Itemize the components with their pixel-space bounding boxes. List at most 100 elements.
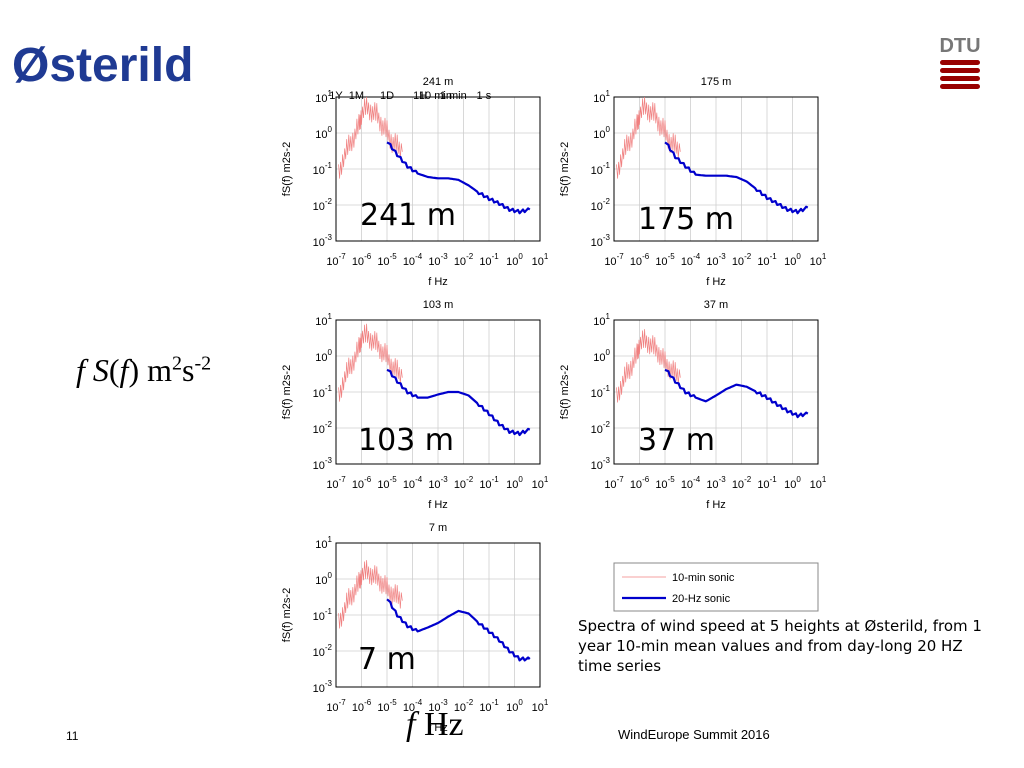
x-tick-label: 10-5 <box>377 698 397 714</box>
y-axis-label: fS(f) m2s-2 <box>559 365 571 419</box>
y-axis-label: fS(f) m2s-2 <box>559 142 571 196</box>
x-tick-label: 101 <box>810 252 827 268</box>
x-tick-label: 10-5 <box>377 252 397 268</box>
x-tick-label: 10-2 <box>454 475 474 491</box>
x-tick-label: 10-5 <box>655 252 675 268</box>
page-number: 11 <box>66 729 79 743</box>
x-tick-label: 101 <box>532 475 549 491</box>
y-tick-label: 10-1 <box>313 384 333 400</box>
series-10min-sonic <box>616 329 681 403</box>
y-tick-label: 10-3 <box>591 233 611 249</box>
x-tick-label: 10-2 <box>732 475 752 491</box>
plot-frame <box>613 319 819 465</box>
panel-height-label: 241 m <box>360 198 456 233</box>
figure-caption: Spectra of wind speed at 5 heights at Øs… <box>578 617 982 675</box>
chart-title: 241 m <box>423 76 454 88</box>
chart-title: 7 m <box>429 522 447 534</box>
x-tick-label: 10-6 <box>630 252 650 268</box>
y-tick-label: 10-3 <box>313 679 333 695</box>
y-tick-label: 10-1 <box>591 384 611 400</box>
x-tick-label: 10-1 <box>479 698 499 714</box>
chart-panel-175m: 10-7 10-6 10-5 10-4 10-3 10-2 10-1 100 101 10-3 10… <box>559 76 827 288</box>
y-tick-label: 101 <box>315 535 332 551</box>
series-20hz-sonic <box>386 598 531 662</box>
x-tick-label: 101 <box>532 252 549 268</box>
y-tick-label: 10-2 <box>591 420 611 436</box>
chart-panel-7m: 10-7 10-6 10-5 10-4 10-3 10-2 10-1 100 101 10-3 10… <box>281 522 549 734</box>
chart-title: 175 m <box>701 76 732 88</box>
panel-height-label: 175 m <box>638 202 734 237</box>
x-tick-label: 10-3 <box>706 252 726 268</box>
y-tick-label: 101 <box>593 89 610 105</box>
y-tick-label: 100 <box>315 571 332 587</box>
x-tick-label: 10-4 <box>403 698 423 714</box>
chart-title: 103 m <box>423 299 454 311</box>
time-scale-marker: 1 s <box>477 90 492 102</box>
y-tick-label: 100 <box>593 125 610 141</box>
big-x-axis-label: f Hz <box>406 706 464 743</box>
x-tick-label: 101 <box>810 475 827 491</box>
y-tick-label: 10-3 <box>313 456 333 472</box>
x-tick-label: 100 <box>784 475 801 491</box>
y-axis-label: fS(f) m2s-2 <box>281 142 293 196</box>
x-axis-label: f Hz <box>706 499 726 511</box>
y-tick-label: 10-2 <box>591 197 611 213</box>
y-tick-label: 101 <box>593 312 610 328</box>
y-tick-label: 10-3 <box>591 456 611 472</box>
x-tick-label: 10-7 <box>326 698 346 714</box>
x-tick-label: 10-4 <box>403 475 423 491</box>
legend-box <box>613 562 819 612</box>
y-tick-label: 10-1 <box>313 607 333 623</box>
chart-panel-103m: 10-7 10-6 10-5 10-4 10-3 10-2 10-1 100 101 10-3 10… <box>281 299 549 511</box>
chart-panel-241m: 10-7 10-6 10-5 10-4 10-3 10-2 10-1 100 101 10-3 10… <box>281 76 549 288</box>
x-tick-label: 100 <box>506 252 523 268</box>
x-tick-label: 101 <box>532 698 549 714</box>
y-tick-label: 10-2 <box>313 643 333 659</box>
x-tick-label: 10-6 <box>352 475 372 491</box>
x-tick-label: 10-1 <box>479 475 499 491</box>
panel-height-label: 7 m <box>358 642 416 677</box>
x-tick-label: 10-3 <box>428 475 448 491</box>
time-scale-marker: 1M <box>349 90 364 102</box>
x-tick-label: 10-6 <box>352 252 372 268</box>
x-tick-label: 10-3 <box>428 252 448 268</box>
slide-title: Østerild <box>12 39 194 92</box>
x-tick-label: 10-2 <box>732 252 752 268</box>
series-10min-sonic <box>338 96 403 179</box>
y-tick-label: 100 <box>593 348 610 364</box>
footer-text: WindEurope Summit 2016 <box>618 727 770 742</box>
y-axis-label: fS(f) m2s-2 <box>281 365 293 419</box>
x-tick-label: 10-5 <box>377 475 397 491</box>
x-tick-label: 10-4 <box>681 252 701 268</box>
panel-height-label: 37 m <box>638 423 715 458</box>
time-scale-marker: 1Y <box>329 90 343 102</box>
x-axis-label: f Hz <box>706 276 726 288</box>
time-scale-marker: 10 min <box>419 90 452 102</box>
series-20hz-sonic <box>386 368 531 437</box>
series-20hz-sonic <box>664 368 809 419</box>
x-axis-label: f Hz <box>428 499 448 511</box>
time-scale-marker: 1D <box>380 90 394 102</box>
y-tick-label: 10-2 <box>313 197 333 213</box>
plot-frame <box>335 96 541 242</box>
legend-label-20hz: 20-Hz sonic <box>672 593 731 605</box>
x-tick-label: 10-3 <box>706 475 726 491</box>
legend: 10-min sonic 20-Hz sonic <box>613 562 819 612</box>
series-10min-sonic <box>338 560 403 629</box>
x-tick-label: 10-4 <box>681 475 701 491</box>
plot-frame <box>613 96 819 242</box>
x-tick-label: 10-7 <box>326 475 346 491</box>
x-tick-label: 10-1 <box>757 475 777 491</box>
x-tick-label: 10-6 <box>630 475 650 491</box>
x-tick-label: 10-6 <box>352 698 372 714</box>
x-tick-label: 10-7 <box>604 252 624 268</box>
series-20hz-sonic <box>664 141 809 215</box>
chart-title: 37 m <box>704 299 728 311</box>
time-scale-marker: 1 min <box>440 90 467 102</box>
y-tick-label: 10-1 <box>313 161 333 177</box>
x-tick-label: 100 <box>784 252 801 268</box>
x-tick-label: 100 <box>506 475 523 491</box>
y-tick-label: 10-2 <box>313 420 333 436</box>
